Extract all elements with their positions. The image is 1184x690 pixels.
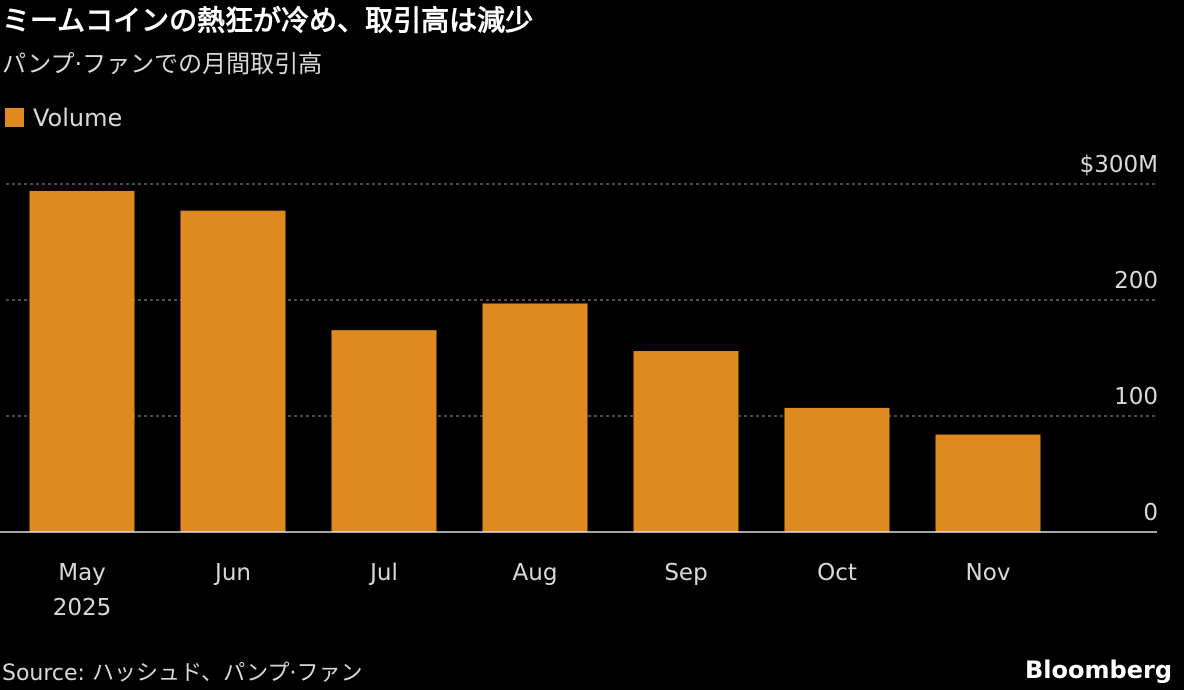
x-year-label: 2025 bbox=[53, 595, 112, 621]
bar bbox=[633, 351, 739, 532]
x-tick-label: May bbox=[58, 560, 106, 586]
source: Source: ハッシュド、パンプ·ファン bbox=[2, 661, 363, 686]
y-tick-label: 0 bbox=[1143, 500, 1158, 526]
bar bbox=[482, 303, 588, 532]
x-tick-label: Jul bbox=[368, 560, 398, 586]
x-tick-label: Aug bbox=[513, 560, 558, 586]
legend-label: Volume bbox=[33, 104, 122, 132]
x-tick-label: Nov bbox=[966, 560, 1011, 586]
bar bbox=[935, 434, 1041, 532]
brand: Bloomberg bbox=[1025, 656, 1172, 684]
bar bbox=[180, 210, 286, 532]
y-tick-label: 100 bbox=[1114, 384, 1158, 410]
x-tick-label: Sep bbox=[664, 560, 707, 586]
x-tick-label: Jun bbox=[213, 560, 251, 586]
chart-title: ミームコインの熱狂が冷め、取引高は減少 bbox=[2, 4, 533, 37]
y-tick-label: 200 bbox=[1114, 268, 1158, 294]
legend-swatch bbox=[5, 108, 24, 127]
bar bbox=[784, 407, 890, 532]
bar bbox=[331, 330, 437, 532]
bar bbox=[29, 190, 135, 532]
chart-subtitle: パンプ·ファンでの月間取引高 bbox=[2, 50, 322, 78]
y-tick-label: $300M bbox=[1080, 152, 1158, 178]
x-tick-label: Oct bbox=[817, 560, 857, 586]
